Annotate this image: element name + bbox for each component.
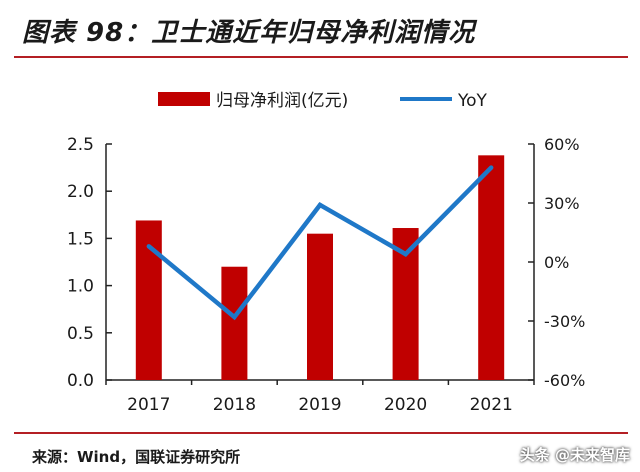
left-tick-label: 0.0 [67, 371, 94, 391]
right-tick-label: -60% [544, 371, 585, 390]
bar-series [135, 155, 505, 380]
yoy-point-2020 [403, 251, 408, 257]
watermark: 头条 @未来智库 [519, 446, 630, 464]
right-tick-label: -30% [544, 312, 585, 331]
bar-2018 [221, 266, 248, 380]
x-tick-label: 2020 [384, 395, 427, 415]
yoy-point-2021 [489, 165, 494, 170]
left-tick-label: 1.0 [67, 277, 94, 297]
left-tick-label: 1.5 [67, 229, 94, 249]
combo-chart: 归母净利润(亿元) YoY 0.0 0.5 1.0 1.5 2.0 2.5 -60% -30%… [67, 91, 585, 415]
chart-title: 图表 98：卫士通近年归母净利润情况 [22, 18, 476, 48]
legend-bar-label: 归母净利润(亿元) [216, 91, 348, 111]
yoy-point-2018 [232, 314, 237, 320]
right-tick-label: 30% [544, 194, 580, 213]
yoy-point-2019 [317, 202, 323, 208]
axes: 0.0 0.5 1.0 1.5 2.0 2.5 -60% -30% 0% 30% 60% 2017 20… [67, 135, 585, 415]
source-note: 来源：Wind，国联证券研究所 [32, 448, 241, 466]
yoy-point-2017 [146, 244, 151, 249]
left-tick-label: 0.5 [67, 324, 94, 344]
x-tick-label: 2018 [213, 395, 256, 415]
x-tick-label: 2021 [470, 395, 513, 415]
x-tick-label: 2019 [298, 395, 341, 415]
right-tick-label: 60% [544, 135, 580, 154]
footer-divider [14, 432, 628, 434]
title-bar: 图表 98：卫士通近年归母净利润情况 [0, 0, 640, 62]
left-tick-label: 2.0 [67, 182, 94, 202]
legend-line-label: YoY [457, 91, 488, 111]
bar-2021 [478, 155, 505, 380]
legend: 归母净利润(亿元) YoY [158, 91, 488, 111]
left-tick-label: 2.5 [67, 135, 94, 155]
bar-2019 [307, 233, 333, 380]
title-divider [14, 56, 628, 58]
right-tick-label: 0% [544, 253, 569, 272]
x-tick-label: 2017 [127, 395, 170, 415]
line-series [146, 165, 494, 321]
legend-bar-swatch [158, 92, 210, 106]
